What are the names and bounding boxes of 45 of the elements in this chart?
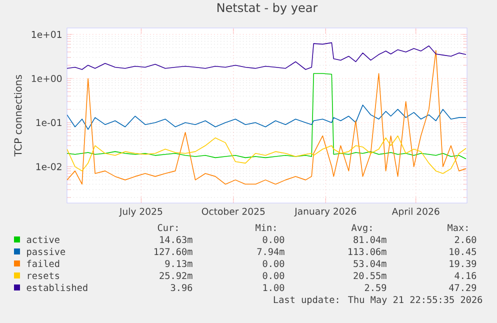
text: Cur:	[158, 224, 178, 232]
text: 0.00	[262, 272, 284, 280]
text: Min:	[256, 224, 276, 231]
text: 2.60	[454, 236, 476, 244]
text: Last update: Thu May 21 22:55:35 2026	[274, 296, 482, 305]
line-series	[67, 104, 466, 130]
line-series	[67, 42, 466, 70]
text: Max:	[448, 224, 468, 232]
y-tick-label: 1e+01	[32, 30, 62, 38]
legend-label: passive	[27, 248, 66, 257]
text: 113.06m	[348, 248, 386, 256]
text: 14.63m	[160, 236, 192, 244]
legend-label: established	[26, 284, 88, 292]
text: 20.55m	[354, 272, 386, 280]
text: 53.04m	[354, 260, 386, 268]
text: 2.59	[364, 284, 386, 292]
text: 81.04m	[354, 236, 386, 244]
y-tick-label: 1e+00	[32, 74, 62, 82]
text: 1.00	[263, 284, 284, 292]
text: 4.16	[454, 272, 476, 280]
text: 47.29	[449, 284, 476, 292]
y-tick-label: 1e-02	[36, 163, 62, 170]
text: 0.00	[262, 260, 284, 268]
legend-label: resets	[28, 272, 60, 280]
text: 3.96	[170, 284, 192, 292]
x-tick-label: October 2025	[202, 208, 265, 215]
text: 7.94m	[257, 248, 284, 256]
legend-label: failed	[27, 260, 60, 268]
text: 9.13m	[165, 260, 192, 268]
y-axis-title: TCP connections	[14, 74, 22, 157]
legend-label: active	[26, 236, 60, 244]
text: 127.60m	[154, 248, 192, 256]
text: 19.39	[450, 260, 476, 268]
chart-title: Netstat - by year	[218, 2, 318, 14]
text: 25.92m	[160, 272, 192, 280]
line-series	[67, 50, 466, 185]
line-series	[67, 73, 466, 160]
x-tick-label: January 2026	[294, 208, 356, 217]
x-tick-label: April 2026	[392, 208, 440, 217]
line-series	[67, 135, 466, 174]
text: 10.45	[450, 248, 476, 256]
x-tick-label: July 2025	[118, 208, 162, 217]
text: Avg:	[351, 224, 372, 233]
y-tick-label: 1e-01	[36, 119, 62, 126]
text: 0.00	[262, 236, 284, 244]
